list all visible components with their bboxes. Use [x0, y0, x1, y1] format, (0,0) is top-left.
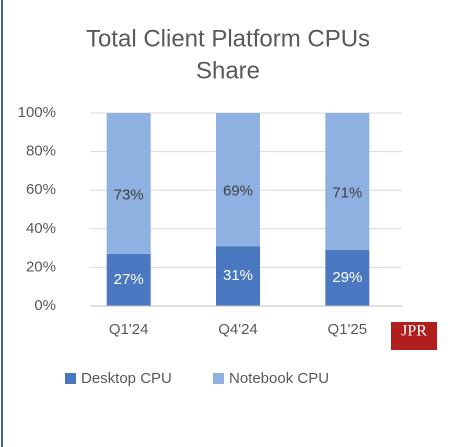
y-tick-label: 40% — [26, 220, 56, 237]
bar-segment — [106, 253, 151, 306]
bar-segment — [325, 250, 370, 306]
chart-title: Share — [196, 57, 260, 84]
y-tick-label: 0% — [34, 297, 56, 314]
data-label: 73% — [114, 186, 144, 203]
bar-segment — [106, 113, 151, 254]
legend-swatch — [65, 373, 76, 384]
legend-label: Desktop CPU — [81, 370, 172, 387]
x-tick-label: Q4'24 — [218, 321, 258, 338]
bar-segment — [216, 113, 260, 247]
data-label: 71% — [332, 184, 362, 201]
logo-text: JPR — [401, 323, 427, 340]
x-tick-label: Q1'25 — [328, 321, 368, 338]
bar-segment — [325, 113, 370, 251]
logo — [391, 322, 437, 350]
data-label: 27% — [114, 271, 144, 288]
y-tick-label: 20% — [26, 258, 56, 275]
chart-title: Total Client Platform CPUs — [86, 25, 370, 52]
x-tick-label: Q1'24 — [109, 321, 149, 338]
data-label: 31% — [223, 267, 253, 284]
legend-label: Notebook CPU — [229, 370, 329, 387]
data-label: 29% — [332, 269, 362, 286]
y-tick-label: 80% — [26, 143, 56, 160]
y-tick-label: 60% — [26, 181, 56, 198]
bar-segment — [216, 246, 260, 306]
data-label: 69% — [223, 183, 253, 200]
legend-swatch — [213, 373, 224, 384]
y-tick-label: 100% — [18, 104, 56, 121]
